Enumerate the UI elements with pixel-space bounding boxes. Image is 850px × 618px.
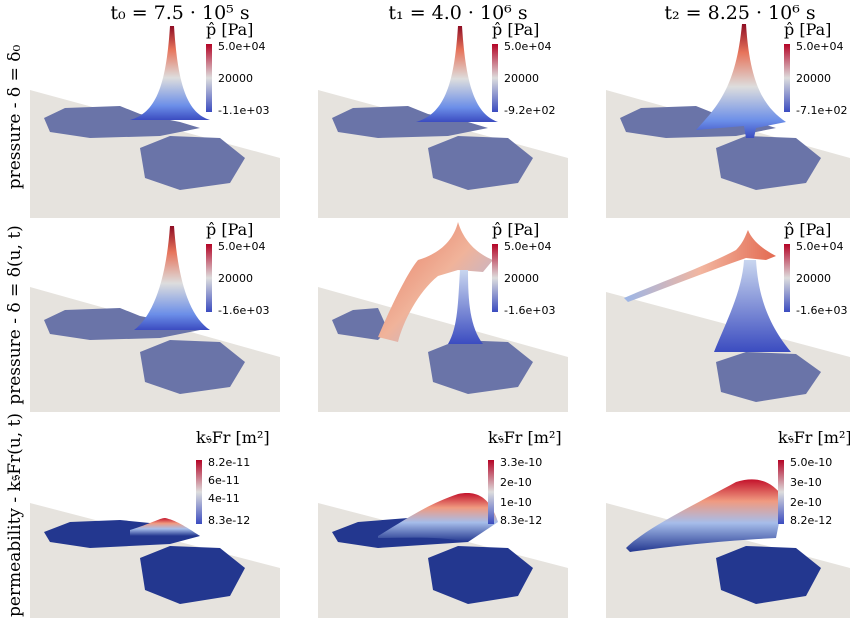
colorbar-d1: p̂ [Pa] 5.0e+04 20000 -1.6e+03 <box>492 220 556 317</box>
panel-pressure-fixed-t2: p̂ [Pa] 5.0e+04 20000 -7.1e+02 <box>606 18 850 218</box>
permeability-hump <box>130 518 200 536</box>
colorbar-d2: p̂ [Pa] 5.0e+04 20000 -1.6e+03 <box>784 220 848 317</box>
row-label-pressure-fixed: pressure - δ = δ₀ <box>5 44 25 190</box>
column-title-t2: t₂ = 8.25 · 10⁶ s <box>664 2 816 24</box>
column-title-t0: t₀ = 7.5 · 10⁵ s <box>110 2 250 24</box>
permeability-hump <box>626 479 784 552</box>
fracture-upper <box>44 106 200 138</box>
pressure-stem <box>714 260 791 352</box>
colorbar-p0: p̂ [Pa] 5.0e+04 20000 -1.1e+03 <box>206 20 270 117</box>
panel-permeability-t2: k𝔰Fr [m²] 5.0e-10 3e-10 2e-10 8.2e-12 <box>606 418 850 618</box>
colorbar-p1: p̂ [Pa] 5.0e+04 20000 -9.2e+02 <box>492 20 556 117</box>
pressure-peak <box>696 24 786 138</box>
row-label-permeability: permeability - k𝔰Fr(u, t) <box>5 412 25 618</box>
pressure-sheet <box>378 222 493 342</box>
colorbar-k1: k𝔰Fr [m²] 3.3e-10 2e-10 1e-10 8.3e-12 <box>488 428 562 527</box>
colorbar-k2: k𝔰Fr [m²] 5.0e-10 3e-10 2e-10 8.2e-12 <box>778 428 850 527</box>
panel-permeability-t1: k𝔰Fr [m²] 3.3e-10 2e-10 1e-10 8.3e-12 <box>318 418 604 618</box>
colorbar-d0: p̂ [Pa] 5.0e+04 20000 -1.6e+03 <box>206 220 270 317</box>
row-label-pressure-variable: pressure - δ = δ(u, t) <box>5 225 25 405</box>
pressure-peak <box>134 226 210 330</box>
colorbar-k0: k𝔰Fr [m²] 8.2e-11 6e-11 4e-11 8.3e-12 <box>196 428 270 527</box>
pressure-sheet <box>624 230 776 302</box>
pressure-stem <box>448 270 483 344</box>
panel-pressure-variable-t0: p̂ [Pa] 5.0e+04 20000 -1.6e+03 <box>30 212 316 412</box>
pressure-peak <box>416 26 498 122</box>
panel-pressure-variable-t1: p̂ [Pa] 5.0e+04 20000 -1.6e+03 <box>318 212 604 412</box>
panel-pressure-fixed-t1: p̂ [Pa] 5.0e+04 20000 -9.2e+02 <box>318 18 604 218</box>
panel-pressure-fixed-t0: p̂ [Pa] 5.0e+04 20000 -1.1e+03 <box>30 18 316 218</box>
panel-permeability-t0: k𝔰Fr [m²] 8.2e-11 6e-11 4e-11 8.3e-12 <box>30 418 316 618</box>
fracture-lower <box>140 136 245 190</box>
colorbar-p2: p̂ [Pa] 5.0e+04 20000 -7.1e+02 <box>784 20 848 117</box>
permeability-hump <box>378 493 498 542</box>
pressure-peak <box>130 26 210 120</box>
panel-pressure-variable-t2: p̂ [Pa] 5.0e+04 20000 -1.6e+03 <box>606 212 850 412</box>
column-title-t1: t₁ = 4.0 · 10⁶ s <box>388 2 528 24</box>
